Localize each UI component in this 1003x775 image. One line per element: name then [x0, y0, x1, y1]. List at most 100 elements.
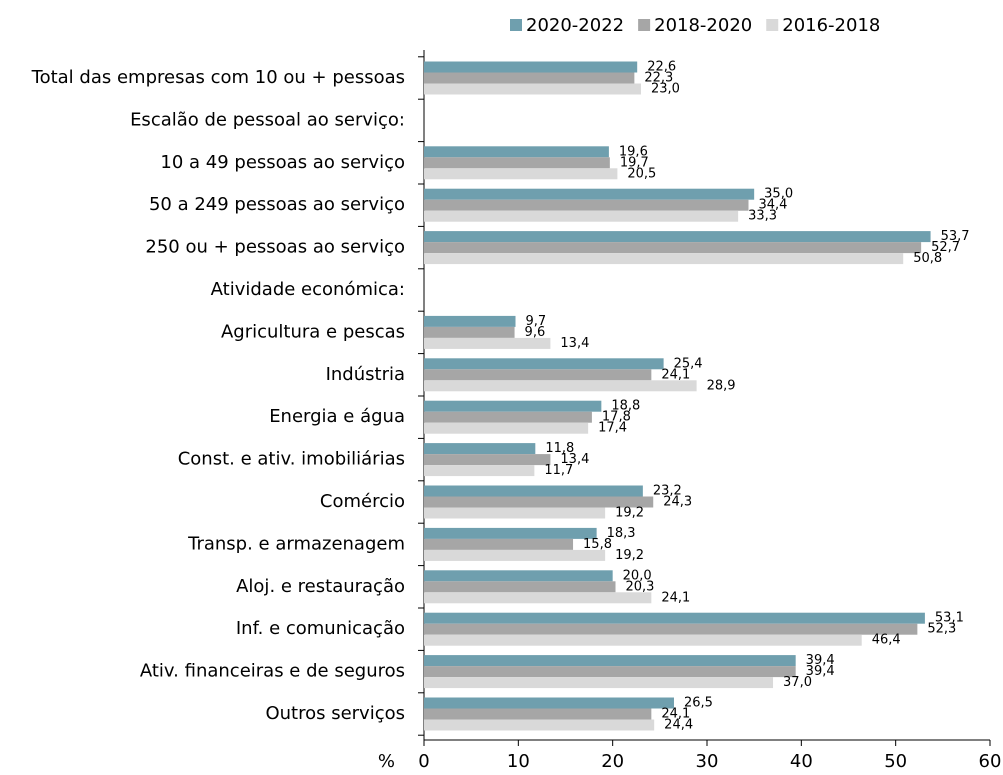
bar — [424, 231, 931, 243]
bar — [424, 157, 610, 169]
y-tick-label: 250 ou + pessoas ao serviço — [145, 237, 405, 258]
data-label: 39,4 — [806, 664, 835, 679]
bar — [424, 454, 551, 466]
bar — [424, 443, 536, 455]
data-label: 23,0 — [651, 82, 680, 97]
bar — [424, 380, 697, 392]
data-label: 22,3 — [644, 71, 673, 86]
bar — [424, 146, 609, 158]
data-label: 11,7 — [544, 463, 573, 478]
legend-label: 2016-2018 — [782, 15, 880, 36]
bar — [424, 72, 635, 84]
data-label: 20,3 — [625, 579, 654, 594]
bar — [424, 677, 774, 689]
legend-label: 2018-2020 — [654, 15, 752, 36]
data-label: 52,3 — [927, 622, 956, 637]
bar — [424, 210, 739, 222]
bar — [424, 326, 515, 338]
x-axis-label: % — [378, 751, 395, 771]
data-label: 24,1 — [661, 590, 690, 605]
x-tick-label: 50 — [884, 751, 907, 771]
bar — [424, 581, 616, 593]
data-label: 19,7 — [620, 155, 649, 170]
bar — [424, 315, 516, 327]
y-tick-label: Energia e água — [269, 406, 405, 427]
data-label: 17,8 — [602, 410, 631, 425]
data-label: 15,8 — [583, 537, 612, 552]
bar — [424, 623, 918, 635]
bar — [424, 697, 674, 709]
bar — [424, 485, 643, 497]
x-tick-label: 10 — [507, 751, 530, 771]
bar — [424, 369, 652, 381]
data-label: 17,4 — [598, 421, 627, 436]
x-tick-label: 30 — [696, 751, 719, 771]
y-tick-label: Atividade económica: — [211, 279, 405, 300]
x-tick-label: 60 — [979, 751, 1002, 771]
bar — [424, 465, 535, 477]
y-tick-label: Inf. e comunicação — [236, 618, 405, 639]
bar — [424, 708, 652, 720]
y-tick-label: Outros serviços — [265, 703, 405, 724]
bar — [424, 570, 613, 582]
data-label: 28,9 — [707, 378, 736, 393]
y-tick-label: Escalão de pessoal ao serviço: — [130, 109, 405, 130]
legend-swatch — [510, 19, 522, 31]
data-label: 9,7 — [526, 314, 547, 329]
data-label: 24,1 — [661, 707, 690, 722]
bar — [424, 549, 606, 561]
bar — [424, 242, 922, 254]
data-label: 24,3 — [663, 495, 692, 510]
bar — [424, 337, 551, 349]
data-label: 34,4 — [759, 198, 788, 213]
data-label: 39,4 — [806, 653, 835, 668]
data-label: 52,7 — [931, 240, 960, 255]
bar — [424, 592, 652, 604]
y-tick-label: Transp. e armazenagem — [187, 533, 405, 554]
data-label: 24,4 — [664, 718, 693, 733]
data-label: 13,4 — [560, 452, 589, 467]
bar — [424, 719, 655, 731]
x-tick-label: 20 — [601, 751, 624, 771]
bar — [424, 666, 796, 678]
data-label: 20,5 — [627, 166, 656, 181]
data-label: 23,2 — [653, 484, 682, 499]
legend-swatch — [766, 19, 779, 31]
bar — [424, 61, 638, 73]
data-label: 24,1 — [661, 367, 690, 382]
data-label: 26,5 — [684, 696, 713, 711]
bar — [424, 188, 755, 200]
bar — [424, 496, 654, 508]
bar — [424, 253, 904, 265]
bar — [424, 527, 597, 539]
bar — [424, 507, 606, 519]
bar — [424, 168, 618, 180]
x-tick-label: 40 — [790, 751, 813, 771]
bar — [424, 83, 641, 95]
data-label: 13,4 — [560, 336, 589, 351]
data-label: 25,4 — [674, 356, 703, 371]
y-tick-label: Aloj. e restauração — [236, 576, 405, 597]
bar — [424, 612, 925, 624]
data-label: 46,4 — [872, 633, 901, 648]
bar — [424, 199, 749, 211]
bar — [424, 634, 862, 646]
data-label: 20,0 — [623, 568, 652, 583]
data-label: 35,0 — [764, 187, 793, 202]
data-label: 9,6 — [525, 325, 546, 340]
data-label: 11,8 — [545, 441, 574, 456]
legend-label: 2020-2022 — [526, 15, 624, 36]
data-label: 53,7 — [941, 229, 970, 244]
y-tick-label: Indústria — [326, 364, 405, 385]
data-label: 18,8 — [611, 399, 640, 414]
data-label: 53,1 — [935, 611, 964, 626]
y-tick-label: 50 a 249 pessoas ao serviço — [149, 194, 405, 215]
bar — [424, 411, 592, 423]
legend-swatch — [638, 19, 651, 31]
y-tick-label: Ativ. financeiras e de seguros — [140, 661, 405, 682]
y-tick-label: Comércio — [320, 491, 405, 512]
data-label: 33,3 — [748, 209, 777, 224]
bar — [424, 538, 574, 550]
x-tick-label: 0 — [418, 751, 429, 771]
data-label: 50,8 — [913, 251, 942, 266]
